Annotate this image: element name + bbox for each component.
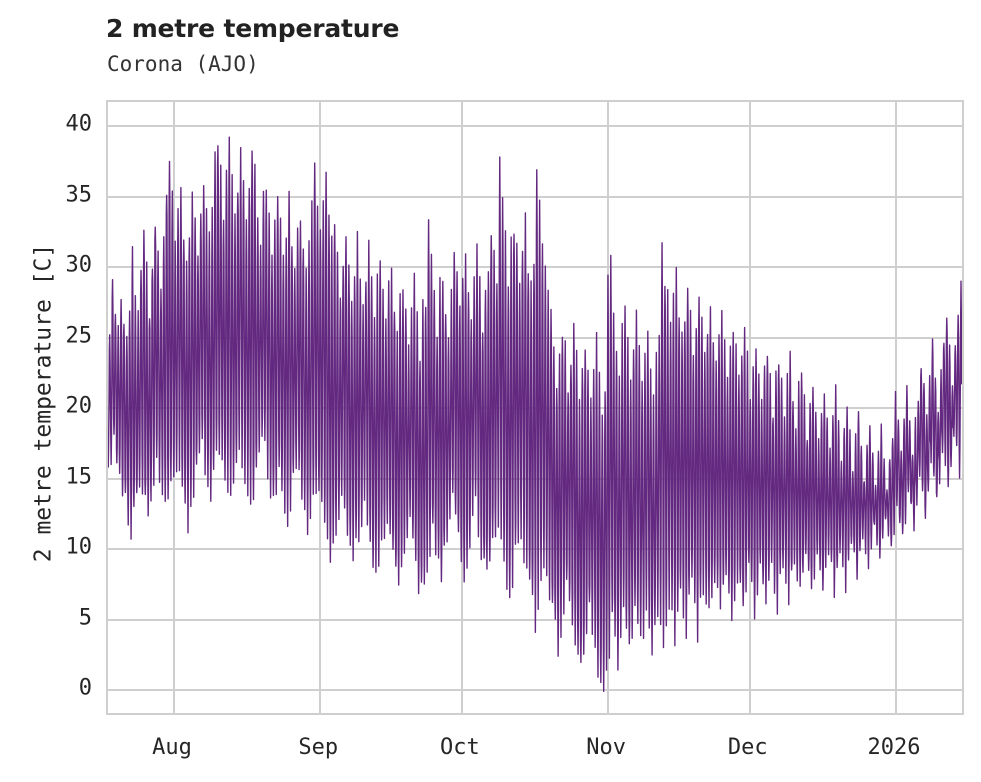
y-tick-label: 15 (65, 464, 93, 489)
x-axis-ticks: Aug Sep Oct Nov Dec 2026 (0, 735, 981, 769)
x-tick-label: Sep (298, 735, 339, 760)
gridline-horizontal (108, 266, 962, 268)
x-tick-label: Nov (586, 735, 627, 760)
y-tick-label: 20 (65, 393, 93, 419)
gridline-horizontal (108, 689, 962, 691)
y-tick-label: 40 (65, 111, 93, 137)
series-line-chart (108, 136, 962, 693)
y-axis-label: 2 metre temperature [C] (30, 243, 57, 563)
x-tick-label: Oct (439, 735, 480, 760)
plot-inner (108, 102, 962, 713)
gridline-horizontal (108, 195, 962, 198)
gridline-vertical (319, 102, 322, 713)
y-tick-label: 25 (65, 323, 93, 348)
y-tick-label: 35 (65, 182, 93, 207)
y-tick-label: 30 (65, 252, 93, 278)
x-tick-label: Dec (727, 735, 768, 760)
page-title: 2 metre temperature (106, 14, 400, 43)
y-tick-label: 5 (78, 605, 92, 630)
gridline-horizontal (108, 125, 962, 127)
y-tick-label: 10 (65, 534, 93, 560)
y-axis-ticks: 40 35 30 25 20 15 10 5 0 (0, 100, 93, 715)
chart-subtitle: Corona (AJO) (107, 52, 259, 76)
temperature-series-path (108, 136, 962, 693)
plot-area (106, 100, 964, 715)
x-tick-label: Aug (152, 735, 192, 760)
y-tick-label: 0 (78, 675, 92, 701)
x-tick-label: 2026 (867, 735, 921, 760)
